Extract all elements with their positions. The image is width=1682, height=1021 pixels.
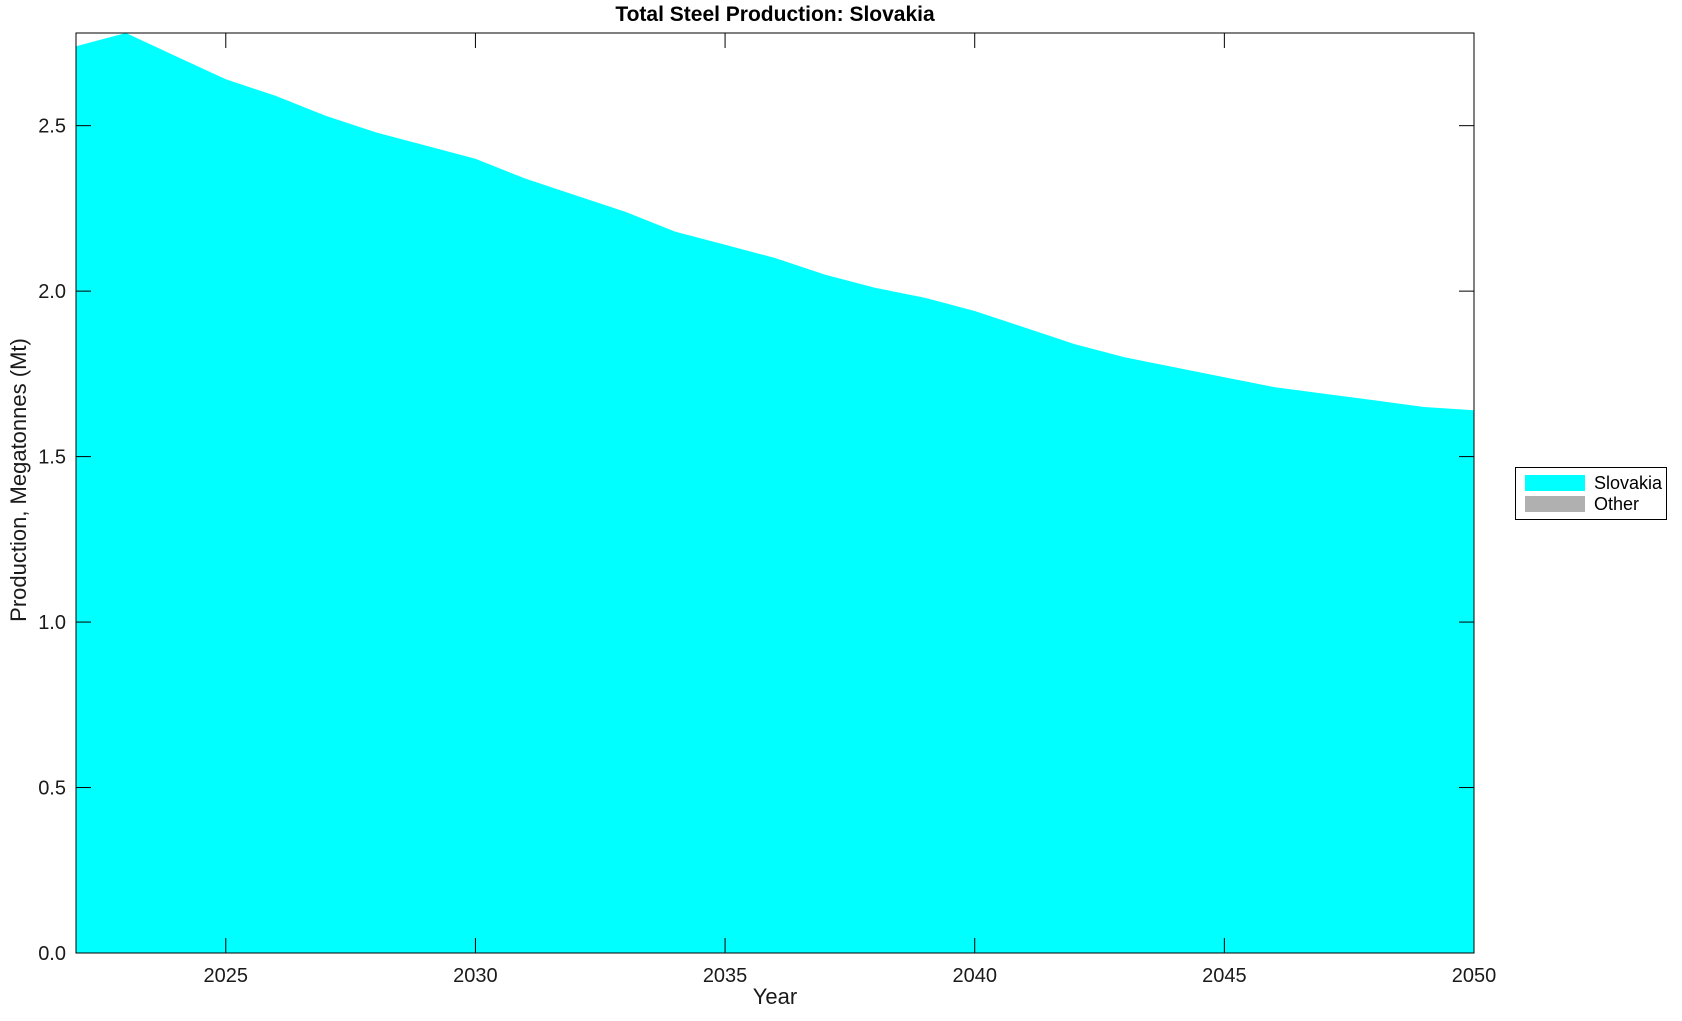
- x-tick-label: 2045: [1202, 965, 1247, 987]
- y-tick-label: 2.0: [38, 281, 66, 303]
- y-tick-label: 0.0: [38, 943, 66, 965]
- y-tick-label: 2.5: [38, 116, 66, 138]
- legend-entry-other: Other: [1516, 495, 1666, 513]
- legend-swatch-slovakia: [1525, 475, 1585, 491]
- y-tick-label: 1.0: [38, 612, 66, 634]
- legend-label-other: Other: [1594, 494, 1640, 514]
- legend-label-slovakia: Slovakia: [1594, 473, 1663, 493]
- legend-swatch-other: [1525, 496, 1585, 512]
- legend: Slovakia Other: [1515, 467, 1667, 520]
- x-tick-label: 2050: [1452, 965, 1497, 987]
- plot-border: [75, 32, 1475, 954]
- x-axis-label: Year: [752, 984, 798, 1009]
- x-tick-label: 2040: [952, 965, 997, 987]
- y-axis-label: Production, Megatonnes (Mt): [6, 338, 31, 622]
- legend-entry-slovakia: Slovakia: [1516, 474, 1666, 492]
- chart-title: Total Steel Production: Slovakia: [615, 3, 935, 26]
- x-tick-label: 2030: [453, 965, 498, 987]
- area-series-slovakia: [76, 33, 1474, 953]
- y-tick-label: 0.5: [38, 778, 66, 800]
- x-tick-label: 2035: [703, 965, 748, 987]
- x-tick-label: 2025: [204, 965, 249, 987]
- y-tick-label: 1.5: [38, 447, 66, 469]
